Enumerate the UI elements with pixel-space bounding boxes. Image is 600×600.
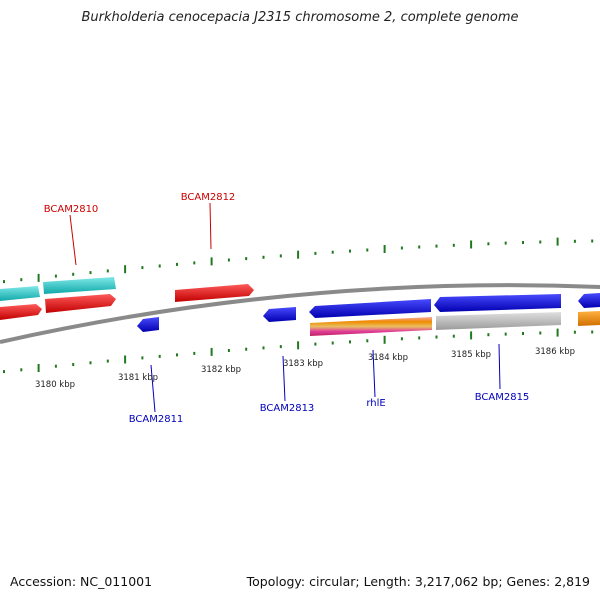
connector-rhle (372, 349, 376, 398)
genome-backbone (0, 283, 600, 344)
gene-cyan-1 (0, 286, 40, 301)
kbp-label: 3185 kbp (451, 350, 491, 360)
connector-bcam2812 (209, 202, 212, 250)
gene-features (0, 277, 600, 336)
connector-bcam2811 (150, 364, 156, 413)
gene-blue-bcam2811 (137, 317, 159, 332)
connector-bcam2810 (69, 214, 77, 266)
gene-gray (436, 312, 561, 330)
connector-bcam2813 (282, 355, 286, 402)
gene-blue-3 (434, 294, 561, 312)
kbp-label: 3186 kbp (535, 347, 575, 357)
gene-multicolor (310, 317, 432, 336)
gene-red-bcam2812 (175, 284, 254, 302)
gene-blue-bcam2813 (263, 307, 296, 322)
gene-blue-rhle (309, 299, 431, 318)
kbp-label: 3182 kbp (201, 365, 241, 375)
kbp-label: 3183 kbp (283, 359, 323, 369)
gene-label-bcam2812: BCAM2812 (181, 192, 236, 203)
gene-red-2 (45, 294, 116, 313)
gene-label-bcam2811: BCAM2811 (129, 414, 184, 425)
outer-tick-ring (3, 237, 594, 284)
gene-label-bcam2810: BCAM2810 (44, 204, 99, 215)
label-connectors (69, 202, 501, 413)
gene-blue-4 (578, 293, 600, 308)
inner-tick-ring (3, 328, 594, 374)
topology-text: Topology: circular; Length: 3,217,062 bp… (246, 574, 590, 589)
map-title: Burkholderia cenocepacia J2315 chromosom… (81, 10, 519, 25)
gene-orange (578, 311, 600, 326)
connector-bcam2815 (498, 343, 501, 390)
kbp-label: 3184 kbp (368, 353, 408, 363)
gene-label-rhle: rhlE (366, 398, 385, 409)
gene-label-bcam2815: BCAM2815 (475, 392, 530, 403)
gene-label-bcam2813: BCAM2813 (260, 403, 315, 414)
accession-text: Accession: NC_011001 (10, 574, 153, 589)
kbp-label: 3180 kbp (35, 380, 75, 390)
kbp-label: 3181 kbp (118, 373, 158, 383)
gene-red-1 (0, 304, 42, 320)
gene-cyan-2 (43, 277, 116, 294)
